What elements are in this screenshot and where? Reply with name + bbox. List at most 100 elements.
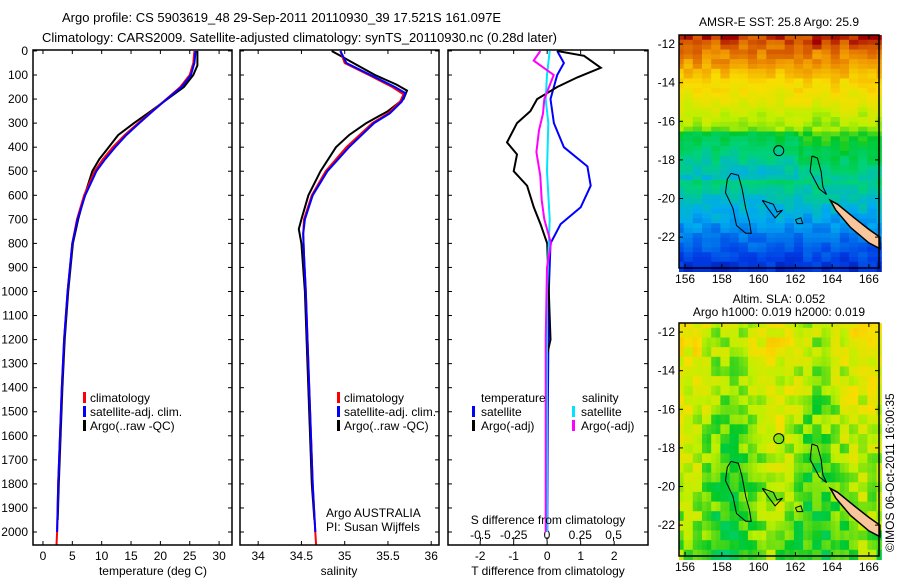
map-cell — [683, 184, 689, 190]
map-cell — [770, 491, 777, 498]
map-cell — [683, 203, 689, 210]
map-cell — [839, 487, 845, 493]
map-cell — [683, 39, 689, 46]
map-cell — [761, 237, 767, 244]
map-cell — [812, 155, 818, 162]
map-cell — [770, 472, 777, 478]
map-cell — [702, 549, 708, 556]
map-cell — [738, 327, 744, 334]
map-cell — [743, 414, 749, 421]
map-cell — [826, 352, 832, 358]
map-cell — [725, 453, 731, 459]
map-cell — [812, 112, 818, 118]
map-cell — [780, 131, 786, 137]
map-cell — [679, 117, 685, 123]
map-cell — [858, 35, 864, 41]
map-cell — [766, 487, 772, 493]
map-cell — [784, 332, 790, 339]
map-cell — [826, 361, 832, 367]
map-cell — [784, 424, 790, 430]
map-cell — [715, 511, 721, 517]
map-cell — [849, 371, 855, 377]
map-cell — [770, 554, 777, 560]
map-cell — [738, 203, 744, 210]
map-cell — [688, 390, 694, 396]
map-cell — [747, 184, 754, 190]
coastline — [794, 505, 804, 513]
map-cell — [775, 540, 781, 546]
map-cell — [729, 438, 735, 445]
map-cell — [830, 73, 836, 79]
map-cell — [867, 121, 873, 128]
map-cell — [780, 525, 786, 532]
map-cell — [752, 434, 758, 440]
map-cell — [692, 390, 698, 396]
map-cell — [789, 73, 795, 79]
map-cell — [715, 491, 721, 498]
s-x-tick-label: 0.25 — [569, 528, 593, 542]
map-cell — [715, 232, 721, 239]
map-cell — [844, 261, 850, 268]
map-cell — [853, 121, 859, 128]
map-cell — [679, 203, 685, 210]
map-cell — [812, 213, 818, 219]
map-cell — [784, 203, 790, 210]
map-cell — [738, 237, 744, 244]
map-cell — [803, 545, 809, 551]
map-cell — [821, 117, 827, 123]
map-cell — [688, 323, 694, 329]
map-cell — [752, 107, 758, 113]
map-cell — [775, 203, 781, 210]
map-cell — [738, 170, 744, 176]
map-cell — [826, 92, 832, 99]
map-cell — [839, 126, 845, 133]
map-cell — [692, 366, 698, 372]
map-cell — [839, 554, 845, 560]
map-cell — [803, 405, 809, 411]
map-cell — [702, 242, 708, 248]
map-cell — [688, 203, 694, 210]
map-cell — [812, 242, 818, 248]
map-cell — [761, 88, 767, 94]
map-cell — [738, 112, 744, 118]
map-cell — [844, 419, 850, 425]
map-cell — [862, 342, 868, 348]
map-cell — [872, 35, 878, 41]
map-cell — [849, 107, 855, 113]
map-cell — [844, 366, 850, 372]
map-cell — [830, 189, 836, 195]
map-cell — [683, 520, 689, 527]
map-cell — [757, 237, 763, 244]
map-cell — [706, 165, 712, 171]
map-cell — [697, 448, 703, 454]
map-cell — [761, 136, 767, 142]
lon-tick-label: 156 — [675, 560, 695, 574]
lon-tick-label: 158 — [712, 272, 732, 286]
map-cell — [844, 165, 850, 171]
map-cell — [872, 150, 878, 157]
legend-swatch-climatology — [83, 392, 86, 403]
map-cell — [747, 376, 754, 382]
map-cell — [853, 44, 859, 51]
map-cell — [702, 487, 708, 493]
map-cell — [697, 467, 703, 474]
map-cell — [725, 477, 731, 483]
map-cell — [757, 390, 763, 396]
map-cell — [692, 482, 698, 488]
map-cell — [766, 482, 772, 488]
map-cell — [835, 337, 841, 343]
map-cell — [715, 327, 721, 334]
map-cell — [816, 554, 823, 560]
map-cell — [706, 540, 712, 546]
map-cell — [757, 170, 763, 176]
map-cell — [853, 395, 859, 401]
map-cell — [734, 501, 740, 507]
map-cell — [816, 242, 823, 248]
map-cell — [697, 327, 703, 334]
map-cell — [862, 112, 868, 118]
map-cell — [826, 266, 832, 272]
map-cell — [706, 112, 712, 118]
map-cell — [862, 390, 868, 396]
map-cell — [835, 395, 841, 401]
map-cell — [872, 107, 878, 113]
